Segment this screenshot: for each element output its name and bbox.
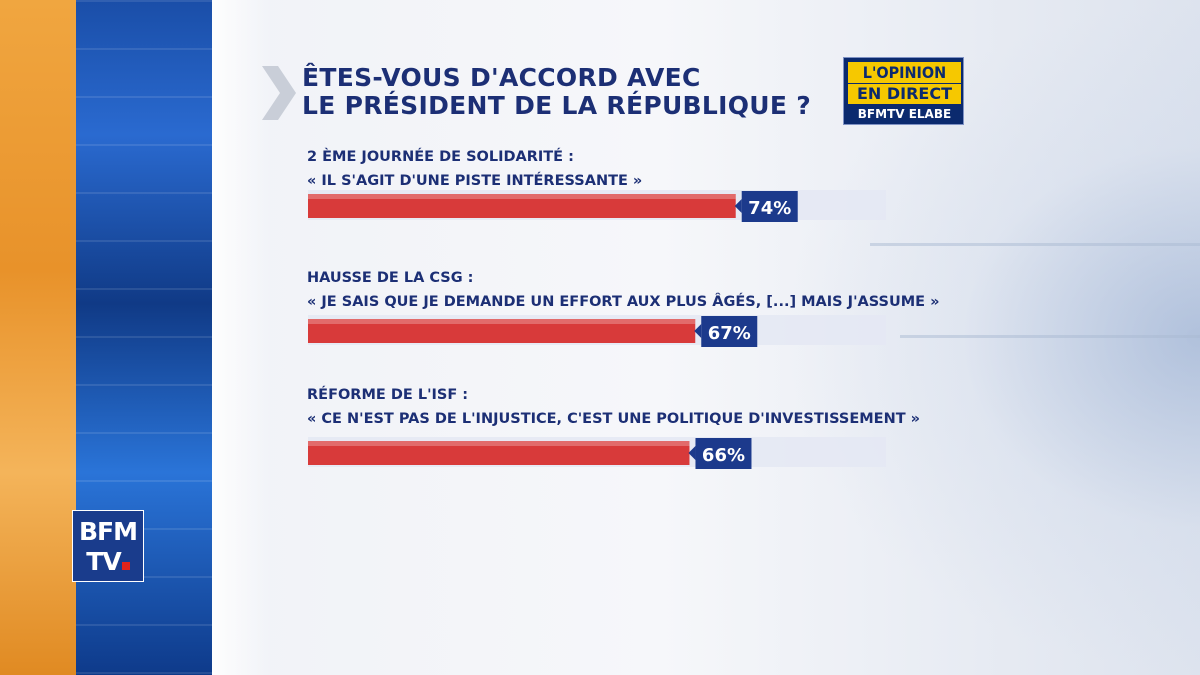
chevron-icon — [262, 66, 296, 120]
item-1-topic: 2 ÈME JOURNÉE DE SOLIDARITÉ : — [307, 149, 574, 165]
item-1-quote: « IL S'AGIT D'UNE PISTE INTÉRESSANTE » — [307, 173, 643, 189]
logo-line-1: BFM — [78, 517, 138, 546]
logo-line-2-text: TV — [86, 547, 121, 576]
bar — [308, 194, 736, 218]
item-3-quote: « CE N'EST PAS DE L'INJUSTICE, C'EST UNE… — [307, 411, 921, 427]
bar — [308, 441, 690, 465]
value-label: 74% — [748, 198, 791, 219]
badge-line-3: BFMTV ELABE — [857, 107, 952, 121]
logo-line-2: TV — [73, 547, 143, 577]
opinion-badge: L'OPINION EN DIRECT BFMTV ELABE — [843, 57, 964, 125]
title-line-1: ÊTES-VOUS D'ACCORD AVEC — [302, 63, 701, 92]
value-label-box — [701, 316, 758, 347]
panel-glow — [212, 0, 272, 675]
bar-chart: 74% 67% 66% — [308, 190, 886, 469]
item-2-quote: « JE SAIS QUE JE DEMANDE UN EFFORT AUX P… — [307, 294, 940, 310]
bar-highlight — [308, 319, 696, 324]
value-label-pointer — [734, 199, 742, 213]
badge-line-2: EN DIRECT — [848, 84, 961, 104]
title-line-2: LE PRÉSIDENT DE LA RÉPUBLIQUE ? — [302, 91, 812, 120]
value-label-box — [695, 438, 752, 469]
value-label-box — [741, 191, 798, 222]
bfm-tv-logo: BFM TV — [72, 510, 144, 582]
badge-line-1: L'OPINION — [848, 62, 961, 83]
value-label: 67% — [708, 323, 751, 344]
value-label: 66% — [702, 445, 745, 466]
bar — [308, 319, 696, 343]
chart-title: ÊTES-VOUS D'ACCORD AVEC LE PRÉSIDENT DE … — [302, 64, 811, 120]
bar-highlight — [308, 441, 690, 446]
logo-red-square — [121, 562, 130, 570]
value-label-pointer — [688, 446, 696, 460]
bar-highlight — [308, 194, 736, 199]
item-2-topic: HAUSSE DE LA CSG : — [307, 270, 474, 286]
item-3-topic: RÉFORME DE L'ISF : — [307, 387, 469, 403]
orange-side-stripe — [0, 0, 76, 675]
background-line — [900, 335, 1200, 338]
value-label-pointer — [694, 324, 702, 338]
background-line — [870, 243, 1200, 246]
